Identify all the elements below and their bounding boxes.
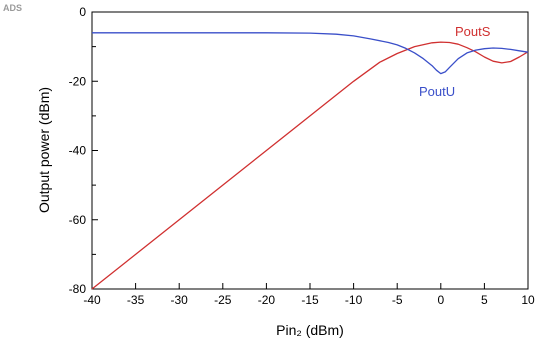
y-tick-label: -20	[69, 74, 87, 88]
x-tick-label: 0	[437, 293, 444, 307]
series-label-pouts: PoutS	[455, 24, 491, 39]
x-tick-label: 10	[521, 293, 535, 307]
y-tick-label: -40	[69, 144, 87, 158]
x-tick-label: -30	[171, 293, 189, 307]
plot-frame	[91, 11, 529, 290]
tick-labels: -40 -35 -30 -25 -20 -15 -10 -5 0 5 10 0 -20 -40 -60 -80	[69, 5, 535, 307]
y-axis-title: Output power (dBm)	[36, 87, 52, 213]
x-tick-label: -25	[214, 293, 232, 307]
x-tick-label: 5	[481, 293, 488, 307]
series-label-poutu: PoutU	[419, 84, 455, 99]
series-line-pouts	[91, 41, 529, 290]
x-tick-label: -20	[258, 293, 276, 307]
series-lines	[91, 32, 529, 290]
x-tick-label: -15	[301, 293, 319, 307]
x-tick-label: -5	[392, 293, 403, 307]
y-tick-label: 0	[79, 5, 86, 19]
x-tick-label: -10	[345, 293, 363, 307]
x-axis-title: Pin₂ (dBm)	[276, 322, 344, 338]
tool-label: ADS	[3, 3, 22, 13]
x-tick-label: -35	[127, 293, 145, 307]
x-tick-label: -40	[83, 293, 101, 307]
y-tick-label: -60	[69, 213, 87, 227]
y-tick-label: -80	[69, 282, 87, 296]
axis-ticks	[91, 11, 529, 290]
series-line-poutu	[92, 32, 529, 75]
